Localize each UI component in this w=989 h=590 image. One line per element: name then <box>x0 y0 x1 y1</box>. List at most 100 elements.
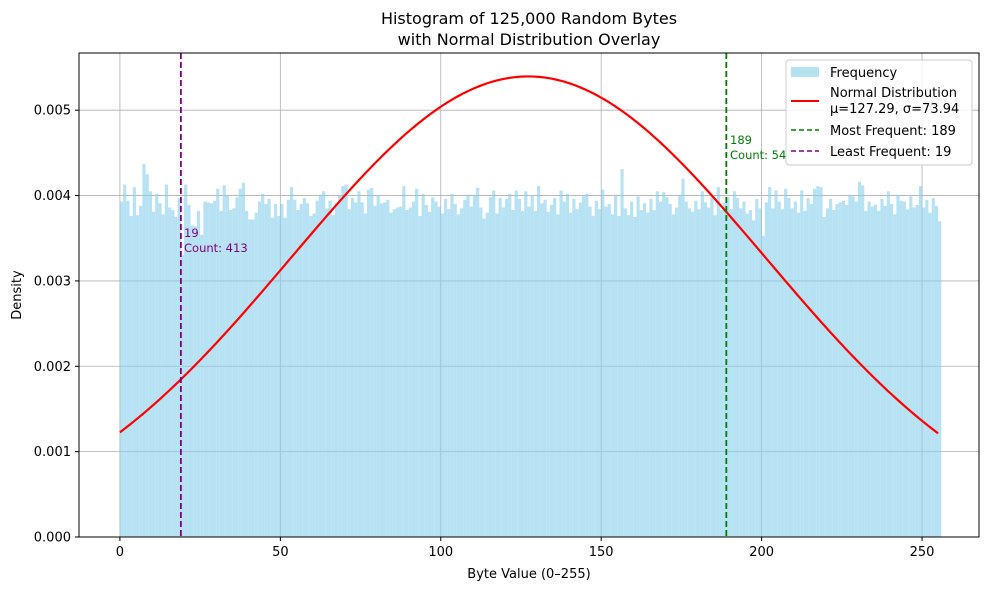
histogram-bar <box>768 187 772 537</box>
histogram-bar <box>312 213 316 537</box>
histogram-bar <box>562 201 566 537</box>
histogram-bar <box>909 196 913 537</box>
histogram-bar <box>674 207 679 538</box>
histogram-bar <box>379 203 384 537</box>
histogram-bar <box>142 163 146 537</box>
histogram-bar <box>809 204 813 537</box>
x-axis-ticks: 0 50 100 150 200 250 <box>116 537 934 560</box>
histogram-bar <box>158 203 162 537</box>
histogram-bar <box>922 207 926 538</box>
histogram-bar <box>787 198 791 538</box>
histogram-bar <box>861 185 865 537</box>
histogram-bar <box>578 202 582 537</box>
histogram-bar <box>456 214 461 538</box>
histogram-bar <box>581 196 586 537</box>
histogram-bar <box>437 206 441 537</box>
histogram-bar <box>530 195 534 538</box>
histogram-bar <box>796 212 801 537</box>
histogram-bar <box>524 191 528 538</box>
histogram-bar <box>662 192 666 537</box>
histogram-bar <box>771 208 775 537</box>
histogram-bar <box>229 210 233 538</box>
y-axis-ticks: 0.000 0.001 0.002 0.003 0.004 0.005 <box>34 104 79 546</box>
histogram-bar <box>575 209 579 537</box>
chart-title-line1: Histogram of 125,000 Random Bytes <box>381 9 677 28</box>
y-tick-label: 0.000 <box>34 531 71 546</box>
histogram-bar <box>723 202 727 537</box>
x-tick-label: 200 <box>749 545 774 560</box>
histogram-bar <box>867 201 871 537</box>
histogram-bar <box>614 194 618 537</box>
histogram-bar <box>184 184 188 537</box>
histogram-bar <box>386 199 390 537</box>
histogram-bar <box>687 208 692 537</box>
histogram-bar <box>190 225 194 537</box>
histogram-bar <box>520 210 525 537</box>
histogram-bar <box>594 200 598 538</box>
histogram-bar <box>440 213 444 537</box>
histogram-bar <box>569 212 573 537</box>
histogram-bar <box>857 181 862 538</box>
histogram-bar <box>151 211 156 537</box>
histogram-bar <box>495 213 499 537</box>
histogram-bar <box>508 193 512 537</box>
histogram-bar <box>453 204 457 537</box>
annotations: 189 Count: 54 19 Count: 413 <box>184 133 786 255</box>
histogram-bar <box>376 195 380 538</box>
histogram-bar <box>623 208 627 537</box>
histogram-bar <box>877 210 881 537</box>
histogram-bar <box>238 188 242 538</box>
histogram-bar <box>200 234 204 537</box>
histogram-bar <box>427 211 432 537</box>
histogram-bar <box>322 191 326 538</box>
histogram-bar <box>726 197 730 537</box>
histogram-bar <box>838 202 842 537</box>
histogram-bar <box>646 212 650 537</box>
histogram-bar <box>899 200 903 538</box>
histogram-bar <box>745 213 749 537</box>
histogram-bar <box>296 210 300 538</box>
histogram-bar <box>742 201 746 537</box>
histogram-bar <box>383 202 387 537</box>
histogram-bar <box>668 204 672 537</box>
histogram-bar <box>832 210 836 538</box>
histogram-bar <box>652 210 656 538</box>
histogram-bar <box>286 199 290 537</box>
histogram-bar <box>466 194 470 537</box>
histogram-bar <box>318 194 323 537</box>
histogram-bar <box>716 187 720 537</box>
histogram-bar <box>469 206 473 537</box>
legend: Frequency Normal Distribution μ=127.29, … <box>785 59 973 166</box>
histogram-bar <box>780 209 785 537</box>
histogram-bar <box>735 198 740 538</box>
histogram-bar <box>270 217 274 537</box>
histogram-bar <box>370 187 374 537</box>
histogram-bar <box>161 214 165 538</box>
histogram-bar <box>626 215 631 537</box>
histogram-bar <box>399 206 403 537</box>
histogram-bar <box>283 217 287 537</box>
histogram-bar <box>254 212 258 537</box>
histogram-bar <box>784 188 788 538</box>
histogram-bar <box>216 188 220 538</box>
histogram-bar <box>928 212 932 537</box>
histogram-bar <box>517 198 521 537</box>
histogram-bar <box>315 200 319 538</box>
histogram-bar <box>777 201 781 537</box>
histogram-bar <box>748 210 752 538</box>
histogram-bar <box>893 214 897 538</box>
histogram-bar <box>873 204 878 538</box>
histogram-bar <box>732 191 736 538</box>
histogram-bar <box>196 210 201 537</box>
histogram-bar <box>665 197 669 537</box>
histogram-bar <box>931 198 935 538</box>
histogram-bar <box>918 186 923 538</box>
histogram-bar <box>501 207 505 538</box>
histogram-bar <box>761 235 765 538</box>
histogram-bar <box>257 201 262 537</box>
histogram-bar <box>565 193 570 537</box>
histogram-bar <box>642 203 647 537</box>
histogram-bar <box>540 203 544 537</box>
histogram-bar <box>302 198 307 538</box>
histogram-bar <box>671 214 675 538</box>
